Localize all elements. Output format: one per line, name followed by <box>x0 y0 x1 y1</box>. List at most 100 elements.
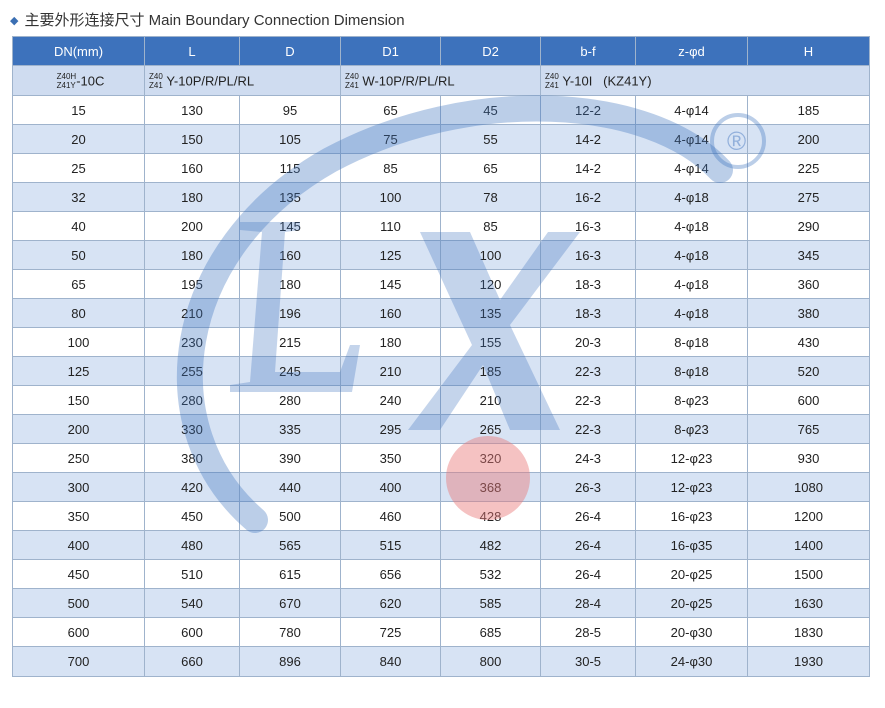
series-label: W-10P/R/PL/RL <box>362 73 455 88</box>
cell-b-f: 16-2 <box>540 182 636 212</box>
cell-d2: 320 <box>440 443 541 473</box>
series-row: Z40H Z41Y-10C Z40 Z41 Y-10P/R/PL/RL Z40 Z41… <box>12 65 870 96</box>
cell-d2: 65 <box>440 153 541 183</box>
cell-d2: 100 <box>440 240 541 270</box>
cell-z-phi-d: 8-φ18 <box>635 356 748 386</box>
cell-dn: 250 <box>12 443 145 473</box>
cell-h: 1400 <box>747 530 870 560</box>
cell-b-f: 12-2 <box>540 95 636 125</box>
cell-d1: 840 <box>340 646 441 677</box>
cell-h: 290 <box>747 211 870 241</box>
cell-d: 145 <box>239 211 341 241</box>
cell-h: 1830 <box>747 617 870 647</box>
cell-b-f: 16-3 <box>540 240 636 270</box>
page-title: ◆ 主要外形连接尺寸 Main Boundary Connection Dimen… <box>10 10 405 32</box>
cell-l: 480 <box>144 530 240 560</box>
cell-d1: 240 <box>340 385 441 415</box>
cell-d1: 110 <box>340 211 441 241</box>
header-cell: D2 <box>440 36 541 66</box>
cell-l: 280 <box>144 385 240 415</box>
cell-d: 670 <box>239 588 341 618</box>
cell-l: 160 <box>144 153 240 183</box>
table-row: 32 180 135 100 78 16-2 4-φ18 275 <box>12 182 870 212</box>
cell-d2: 78 <box>440 182 541 212</box>
cell-dn: 65 <box>12 269 145 299</box>
cell-l: 510 <box>144 559 240 589</box>
cell-h: 930 <box>747 443 870 473</box>
table-row: 400 480 565 515 482 26-4 16-φ35 1400 <box>12 530 870 560</box>
cell-l: 255 <box>144 356 240 386</box>
dimension-table: DN(mm) L D D1 D2 b-f z-φd H Z40H Z41Y-10C… <box>12 36 870 677</box>
cell-d2: 585 <box>440 588 541 618</box>
cell-d2: 800 <box>440 646 541 677</box>
cell-h: 275 <box>747 182 870 212</box>
cell-h: 380 <box>747 298 870 328</box>
table-row: 600 600 780 725 685 28-5 20-φ30 1830 <box>12 617 870 647</box>
cell-h: 360 <box>747 269 870 299</box>
cell-d: 95 <box>239 95 341 125</box>
cell-h: 600 <box>747 385 870 415</box>
table-row: 125 255 245 210 185 22-3 8-φ18 520 <box>12 356 870 386</box>
cell-d: 245 <box>239 356 341 386</box>
cell-z-phi-d: 8-φ23 <box>635 385 748 415</box>
series-label: Y-10I <box>562 73 593 88</box>
cell-dn: 15 <box>12 95 145 125</box>
cell-d1: 210 <box>340 356 441 386</box>
cell-b-f: 26-4 <box>540 501 636 531</box>
cell-b-f: 14-2 <box>540 124 636 154</box>
cell-d1: 400 <box>340 472 441 502</box>
series-group-2: Z40 Z41 Y-10P/R/PL/RL <box>144 65 341 96</box>
cell-d: 115 <box>239 153 341 183</box>
header-cell: H <box>747 36 870 66</box>
cell-l: 180 <box>144 240 240 270</box>
cell-d1: 180 <box>340 327 441 357</box>
cell-dn: 700 <box>12 646 145 677</box>
cell-d2: 265 <box>440 414 541 444</box>
cell-d: 180 <box>239 269 341 299</box>
cell-dn: 500 <box>12 588 145 618</box>
cell-d1: 160 <box>340 298 441 328</box>
header-cell: b-f <box>540 36 636 66</box>
table-row: 15 130 95 65 45 12-2 4-φ14 185 <box>12 95 870 125</box>
cell-b-f: 18-3 <box>540 298 636 328</box>
cell-b-f: 28-4 <box>540 588 636 618</box>
cell-l: 330 <box>144 414 240 444</box>
cell-d: 440 <box>239 472 341 502</box>
cell-z-phi-d: 4-φ14 <box>635 95 748 125</box>
cell-h: 1500 <box>747 559 870 589</box>
table-row: 700 660 896 840 800 30-5 24-φ30 1930 <box>12 646 870 677</box>
cell-z-phi-d: 4-φ18 <box>635 240 748 270</box>
header-row: DN(mm) L D D1 D2 b-f z-φd H <box>12 36 870 66</box>
cell-b-f: 30-5 <box>540 646 636 677</box>
header-cell: D <box>239 36 341 66</box>
cell-dn: 32 <box>12 182 145 212</box>
cell-l: 195 <box>144 269 240 299</box>
cell-z-phi-d: 4-φ18 <box>635 182 748 212</box>
cell-l: 230 <box>144 327 240 357</box>
table-row: 65 195 180 145 120 18-3 4-φ18 360 <box>12 269 870 299</box>
cell-b-f: 18-3 <box>540 269 636 299</box>
series-model-stack: Z40 Z41 <box>545 71 559 90</box>
table-row: 25 160 115 85 65 14-2 4-φ14 225 <box>12 153 870 183</box>
table-row: 20 150 105 75 55 14-2 4-φ14 200 <box>12 124 870 154</box>
table-row: 200 330 335 295 265 22-3 8-φ23 765 <box>12 414 870 444</box>
cell-l: 600 <box>144 617 240 647</box>
table-row: 100 230 215 180 155 20-3 8-φ18 430 <box>12 327 870 357</box>
cell-d1: 100 <box>340 182 441 212</box>
table-row: 350 450 500 460 428 26-4 16-φ23 1200 <box>12 501 870 531</box>
cell-d2: 428 <box>440 501 541 531</box>
cell-dn: 80 <box>12 298 145 328</box>
title-text: 主要外形连接尺寸 Main Boundary Connection Dimens… <box>24 12 405 29</box>
cell-d2: 85 <box>440 211 541 241</box>
cell-h: 1080 <box>747 472 870 502</box>
cell-d: 280 <box>239 385 341 415</box>
cell-dn: 40 <box>12 211 145 241</box>
cell-d: 390 <box>239 443 341 473</box>
cell-d: 565 <box>239 530 341 560</box>
table-row: 150 280 280 240 210 22-3 8-φ23 600 <box>12 385 870 415</box>
cell-d: 135 <box>239 182 341 212</box>
cell-b-f: 22-3 <box>540 356 636 386</box>
cell-z-phi-d: 4-φ18 <box>635 298 748 328</box>
cell-d2: 482 <box>440 530 541 560</box>
table-row: 40 200 145 110 85 16-3 4-φ18 290 <box>12 211 870 241</box>
